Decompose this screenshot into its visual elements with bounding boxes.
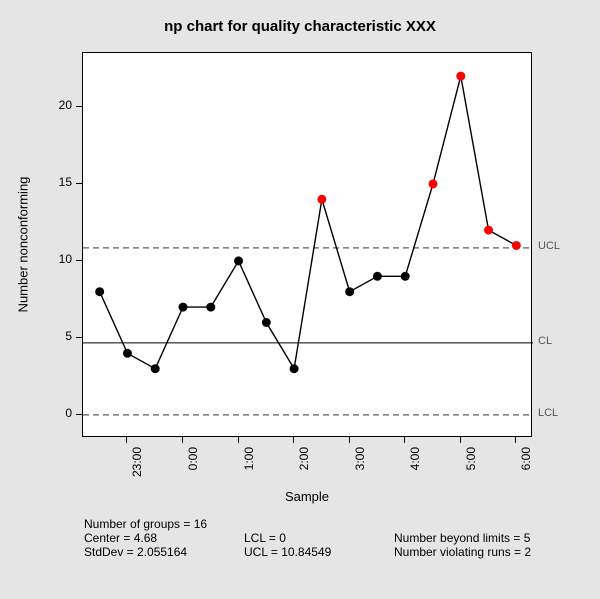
x-tick-mark bbox=[515, 437, 516, 443]
summary-col-3: Number beyond limits = 5 Number violatin… bbox=[394, 531, 531, 559]
x-tick-label: 23:00 bbox=[130, 447, 144, 491]
plot-svg bbox=[83, 53, 533, 438]
y-tick-mark bbox=[76, 414, 82, 415]
x-tick-mark bbox=[238, 437, 239, 443]
x-tick-mark bbox=[404, 437, 405, 443]
limit-label: CL bbox=[538, 335, 552, 347]
limit-label: LCL bbox=[538, 407, 558, 419]
y-tick-label: 5 bbox=[44, 329, 72, 343]
y-axis-label-wrap: Number nonconforming bbox=[8, 52, 28, 437]
x-tick-label: 2:00 bbox=[297, 447, 311, 491]
x-tick-label: 0:00 bbox=[186, 447, 200, 491]
limit-label: UCL bbox=[538, 240, 560, 252]
x-tick-label: 4:00 bbox=[408, 447, 422, 491]
summary-col-1: Number of groups = 16 Center = 4.68 StdD… bbox=[84, 517, 207, 559]
x-tick-mark bbox=[293, 437, 294, 443]
y-tick-mark bbox=[76, 106, 82, 107]
chart-container: np chart for quality characteristic XXX … bbox=[0, 0, 600, 599]
stat-runs: Number violating runs = 2 bbox=[394, 545, 531, 559]
y-tick-label: 10 bbox=[44, 252, 72, 266]
x-tick-label: 5:00 bbox=[464, 447, 478, 491]
y-axis-label: Number nonconforming bbox=[16, 170, 31, 320]
summary-col-2: LCL = 0 UCL = 10.84549 bbox=[244, 531, 331, 559]
x-axis-label: Sample bbox=[82, 489, 532, 504]
y-tick-mark bbox=[76, 260, 82, 261]
plot-area bbox=[82, 52, 532, 437]
chart-title: np chart for quality characteristic XXX bbox=[0, 18, 600, 35]
x-tick-label: 3:00 bbox=[353, 447, 367, 491]
x-tick-label: 1:00 bbox=[242, 447, 256, 491]
x-tick-mark bbox=[126, 437, 127, 443]
stat-lcl: LCL = 0 bbox=[244, 531, 331, 545]
y-tick-label: 20 bbox=[44, 98, 72, 112]
stat-stddev: StdDev = 2.055164 bbox=[84, 545, 207, 559]
x-tick-mark bbox=[349, 437, 350, 443]
y-tick-label: 15 bbox=[44, 175, 72, 189]
stat-ucl: UCL = 10.84549 bbox=[244, 545, 331, 559]
y-tick-mark bbox=[76, 183, 82, 184]
stat-center: Center = 4.68 bbox=[84, 531, 207, 545]
y-tick-mark bbox=[76, 337, 82, 338]
x-tick-mark bbox=[460, 437, 461, 443]
y-tick-label: 0 bbox=[44, 406, 72, 420]
stat-beyond: Number beyond limits = 5 bbox=[394, 531, 531, 545]
x-tick-mark bbox=[182, 437, 183, 443]
stat-groups: Number of groups = 16 bbox=[84, 517, 207, 531]
x-tick-label: 6:00 bbox=[519, 447, 533, 491]
